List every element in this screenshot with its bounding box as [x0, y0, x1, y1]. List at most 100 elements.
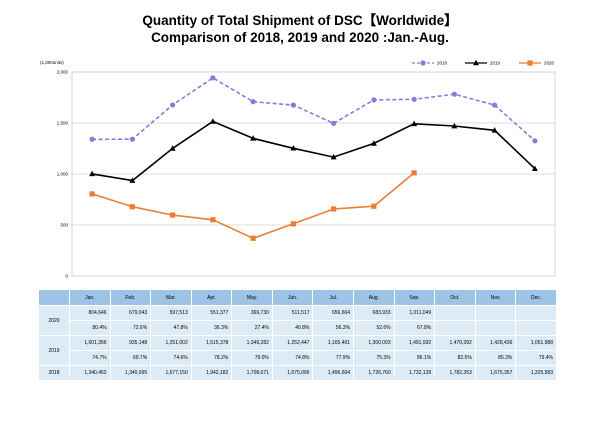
- data-point-2018: [210, 75, 216, 81]
- data-point-2018: [451, 91, 457, 97]
- table-cell: 67.8%: [393, 320, 436, 336]
- table-cell: 1,677,150: [150, 365, 192, 381]
- data-point-2020: [331, 206, 337, 212]
- data-point-2018: [532, 138, 538, 144]
- table-year-cell: 2020: [38, 305, 70, 336]
- chart-title-line-2: Comparison of 2018, 2019 and 2020 :Jan.-…: [151, 30, 449, 45]
- table-row-2020-qty: 2020 804,646 679,043 597,513 551,377 369…: [38, 305, 557, 336]
- table-cell: 74.8%: [271, 350, 314, 366]
- chart-title: Quantity of Total Shipment of DSC【Worldw…: [0, 12, 600, 46]
- table-cell: 1,011,049: [393, 305, 436, 321]
- table-cell: 1,349,282: [231, 335, 273, 351]
- table-cell: 369,730: [231, 305, 273, 321]
- data-point-2020: [250, 235, 256, 241]
- table-cell: 72.6%: [109, 320, 152, 336]
- table-row-2018-qty: 2018 1,340,462 1,340,995 1,677,150 1,942…: [38, 365, 557, 381]
- table-cell: 1,470,392: [434, 335, 476, 351]
- table-cell: [434, 320, 476, 336]
- data-point-2018: [371, 97, 377, 103]
- data-point-2019: [290, 145, 297, 151]
- table-header-cell: Jul.: [312, 289, 355, 306]
- data-point-2018: [290, 102, 296, 108]
- legend-label-2020: 2020: [544, 61, 555, 66]
- data-point-2018: [331, 120, 337, 126]
- table-cell: 1,782,353: [434, 365, 476, 381]
- table-cell: 1,340,462: [69, 365, 111, 381]
- table-cell: 1,252,447: [271, 335, 314, 351]
- data-point-2019: [209, 118, 216, 124]
- table-cell: 1,732,128: [393, 365, 436, 381]
- y-tick-label: 500: [60, 223, 68, 228]
- y-unit-label: (1,000units): [40, 60, 64, 65]
- series-line-2018: [92, 76, 536, 142]
- table-cell: 86.1%: [393, 350, 436, 366]
- legend-marker-2018: [420, 60, 426, 66]
- table-cell: [434, 305, 476, 321]
- table-cell: 1,325,583: [515, 365, 557, 381]
- data-point-2019: [250, 135, 257, 141]
- data-point-2019: [491, 127, 498, 133]
- data-point-2018: [129, 136, 135, 142]
- data-point-2019: [129, 177, 136, 183]
- table-cell: 27.4%: [231, 320, 273, 336]
- table-header-cell: Mar.: [150, 289, 192, 306]
- table-cell: 551,377: [190, 305, 233, 321]
- table-cell: 52.6%: [353, 320, 395, 336]
- table-cell: 82.5%: [434, 350, 476, 366]
- table-cell: 597,513: [150, 305, 192, 321]
- data-point-2018: [89, 136, 95, 142]
- table-cell: 79.0%: [231, 350, 273, 366]
- data-point-2019: [89, 170, 96, 177]
- table-header-cell: Apr.: [190, 289, 233, 306]
- table-cell: 1,491,932: [393, 335, 436, 351]
- data-point-2020: [210, 217, 216, 223]
- table-header-row: Jan. Feb. Mar. Apr. May. Jun. Jul. Aug. …: [38, 289, 557, 306]
- table-cell: 1,708,671: [231, 365, 273, 381]
- data-point-2018: [411, 96, 417, 102]
- table-cell: 804,646: [69, 305, 111, 321]
- table-cell: 511,517: [271, 305, 314, 321]
- table-row-2019-pct: 74.7% 69.7% 74.6% 78.2% 79.0% 74.8% 77.9…: [39, 350, 557, 366]
- legend-label-2019: 2019: [490, 61, 501, 66]
- data-point-2020: [170, 212, 176, 218]
- table-cell: 1,300,093: [353, 335, 395, 351]
- data-point-2020: [411, 170, 417, 176]
- table-cell: 1,726,760: [353, 365, 395, 381]
- table-cell: [474, 305, 517, 321]
- data-point-2020: [89, 191, 95, 197]
- table-cell: 74.6%: [150, 350, 192, 366]
- table-cell: 1,942,182: [190, 365, 233, 381]
- table-year-cell: 2018: [38, 365, 70, 381]
- y-tick-label: 2,000: [57, 70, 69, 75]
- table-cell: 1,051,988: [515, 335, 557, 351]
- table-cell: 75.3%: [353, 350, 395, 366]
- table-header-cell: Feb.: [109, 289, 152, 306]
- table-cell: 679,043: [109, 305, 152, 321]
- table-cell: 1,515,378: [190, 335, 233, 351]
- line-chart: 0 500 1,000 1,500 2,000 (1,000units) 2018 2019 2…: [40, 59, 556, 279]
- table-corner-cell: [38, 289, 70, 306]
- table-year-cell: 2019: [38, 335, 70, 366]
- table-cell: 1,001,356: [69, 335, 111, 351]
- table-cell: 1,675,096: [271, 365, 314, 381]
- table-cell: 1,428,436: [474, 335, 517, 351]
- series-line-2020: [91, 172, 415, 240]
- table-cell: 74.7%: [69, 350, 111, 366]
- legend-marker-2020: [527, 60, 533, 66]
- table-header-cell: Oct.: [434, 289, 476, 306]
- table-cell: 1,251,002: [150, 335, 192, 351]
- table-cell: 683,933: [353, 305, 395, 321]
- data-point-2019: [411, 120, 418, 127]
- y-tick-label: 1,500: [57, 121, 69, 126]
- table-cell: 69.7%: [109, 350, 152, 366]
- data-point-2019: [330, 153, 337, 160]
- table-header-cell: May.: [231, 289, 273, 306]
- table-header-cell: Sep.: [393, 289, 436, 306]
- table-cell: 77.9%: [312, 350, 355, 366]
- data-point-2019: [169, 145, 176, 151]
- table-cell: 47.8%: [150, 320, 192, 336]
- data-point-2020: [129, 204, 135, 210]
- table-cell: 1,675,357: [474, 365, 517, 381]
- data-table: Jan. Feb. Mar. Apr. May. Jun. Jul. Aug. …: [38, 289, 557, 381]
- data-point-2018: [492, 102, 498, 108]
